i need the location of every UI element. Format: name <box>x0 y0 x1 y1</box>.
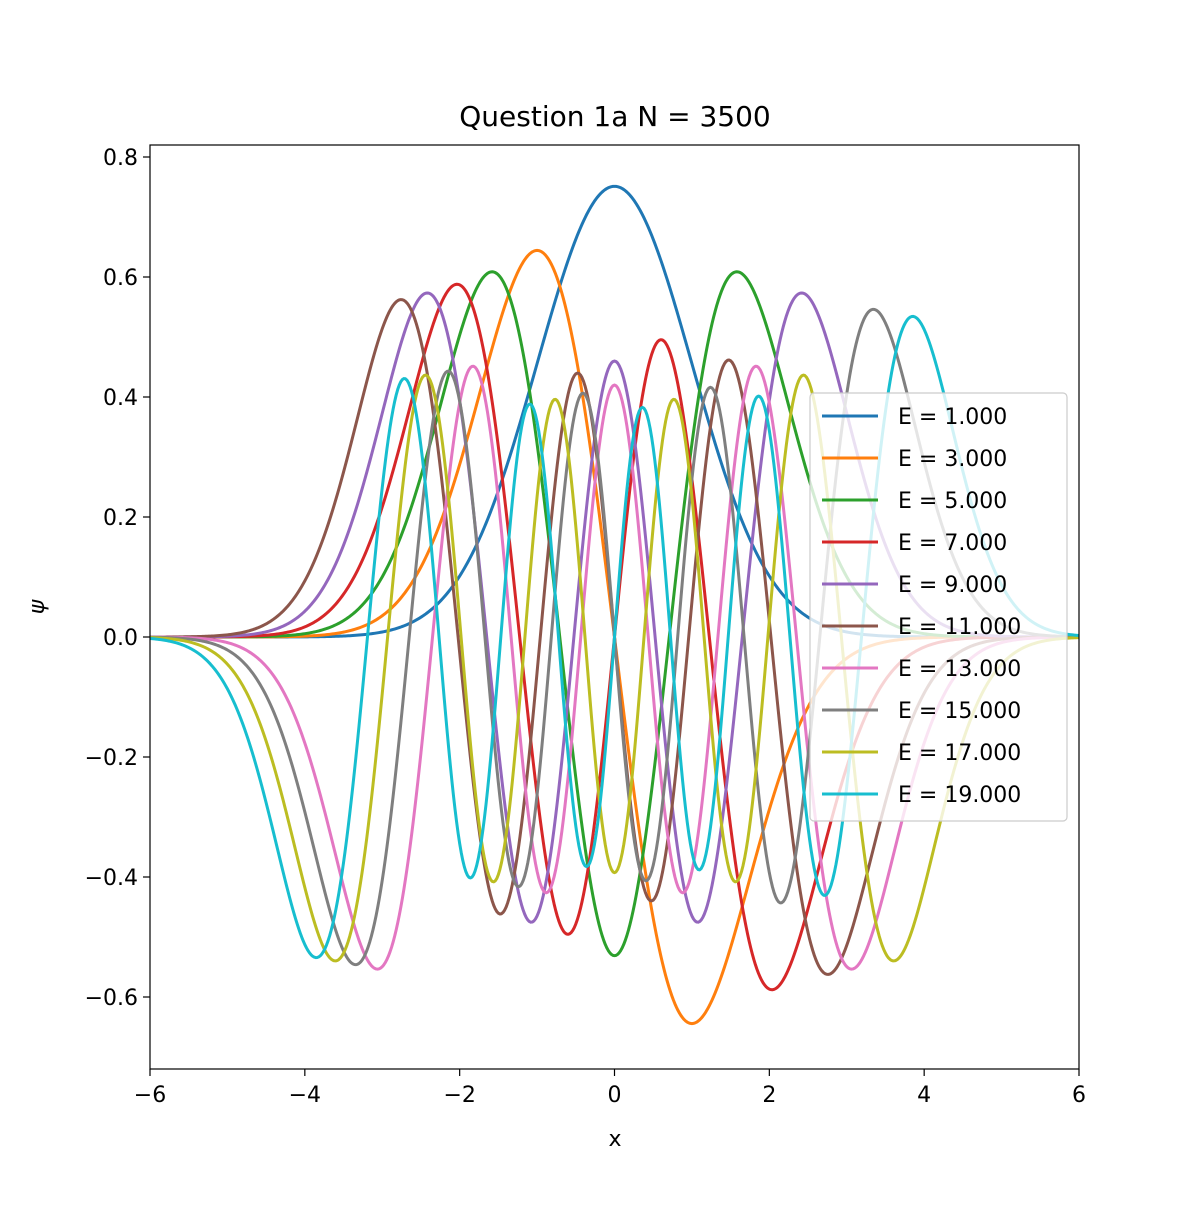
y-tick-label: 0.4 <box>103 386 138 411</box>
series-line-9 <box>150 373 1079 963</box>
y-axis-ticks: −0.6 −0.4 −0.2 0.0 0.2 0.4 0.6 0.8 <box>85 146 150 1011</box>
y-tick-label: 0.0 <box>103 626 138 651</box>
series-line-10 <box>150 314 1079 960</box>
legend-label: E = 13.000 <box>898 657 1021 682</box>
y-tick-label: −0.2 <box>85 746 138 771</box>
legend-label: E = 7.000 <box>898 531 1007 556</box>
x-axis-label: x <box>608 1127 621 1152</box>
x-tick-label: −2 <box>443 1083 475 1108</box>
x-tick-label: 0 <box>608 1083 622 1108</box>
y-tick-label: 0.6 <box>103 266 138 291</box>
y-axis-label: ψ <box>25 599 50 614</box>
x-axis-ticks: −6 −4 −2 0 2 4 6 <box>134 1069 1086 1108</box>
legend-label: E = 15.000 <box>898 699 1021 724</box>
chart-title: Question 1a N = 3500 <box>459 100 770 133</box>
x-tick-label: 2 <box>762 1083 776 1108</box>
legend-label: E = 17.000 <box>898 741 1021 766</box>
legend-label: E = 1.000 <box>898 405 1007 430</box>
legend-label: E = 11.000 <box>898 615 1021 640</box>
y-tick-label: 0.2 <box>103 506 138 531</box>
x-tick-label: −6 <box>134 1083 166 1108</box>
legend-label: E = 5.000 <box>898 489 1007 514</box>
x-tick-label: −4 <box>289 1083 321 1108</box>
y-tick-label: 0.8 <box>103 146 138 171</box>
x-tick-label: 4 <box>917 1083 931 1108</box>
y-tick-label: −0.4 <box>85 866 138 891</box>
legend-label: E = 3.000 <box>898 447 1007 472</box>
y-tick-label: −0.6 <box>85 986 138 1011</box>
legend-label: E = 9.000 <box>898 573 1007 598</box>
legend: E = 1.000 E = 3.000 E = 5.000 E = 7.000 E = … <box>809 392 1068 822</box>
legend-label: E = 19.000 <box>898 783 1021 808</box>
x-tick-label: 6 <box>1072 1083 1086 1108</box>
